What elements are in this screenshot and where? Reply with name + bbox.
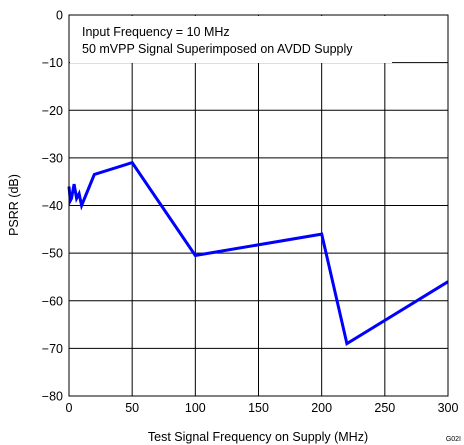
annotation-line-1: Input Frequency = 10 MHz [82, 25, 230, 39]
x-tick-label: 250 [374, 401, 395, 415]
figure-id: G02I [446, 436, 461, 443]
y-tick-label: −50 [42, 247, 63, 261]
x-tick-label: 50 [125, 401, 139, 415]
x-tick-label: 150 [248, 401, 269, 415]
y-tick-label: 0 [56, 9, 63, 23]
y-tick-label: −80 [42, 390, 63, 404]
x-tick-label: 100 [185, 401, 206, 415]
y-tick-labels: 0 −10 −20 −30 −40 −50 −60 −70 −80 [42, 9, 63, 404]
x-tick-labels: 0 50 100 150 200 250 300 [66, 401, 459, 415]
y-axis-label: PSRR (dB) [7, 174, 21, 236]
y-tick-label: −70 [42, 342, 63, 356]
x-axis-label: Test Signal Frequency on Supply (MHz) [148, 430, 368, 444]
x-tick-label: 300 [438, 401, 459, 415]
y-tick-label: −30 [42, 151, 63, 165]
x-tick-label: 0 [66, 401, 73, 415]
y-tick-label: −60 [42, 294, 63, 308]
annotation-line-2: 50 mVPP Signal Superimposed on AVDD Supp… [82, 42, 353, 56]
y-tick-label: −20 [42, 104, 63, 118]
y-tick-label: −40 [42, 199, 63, 213]
x-tick-label: 200 [311, 401, 332, 415]
y-tick-label: −10 [42, 56, 63, 70]
